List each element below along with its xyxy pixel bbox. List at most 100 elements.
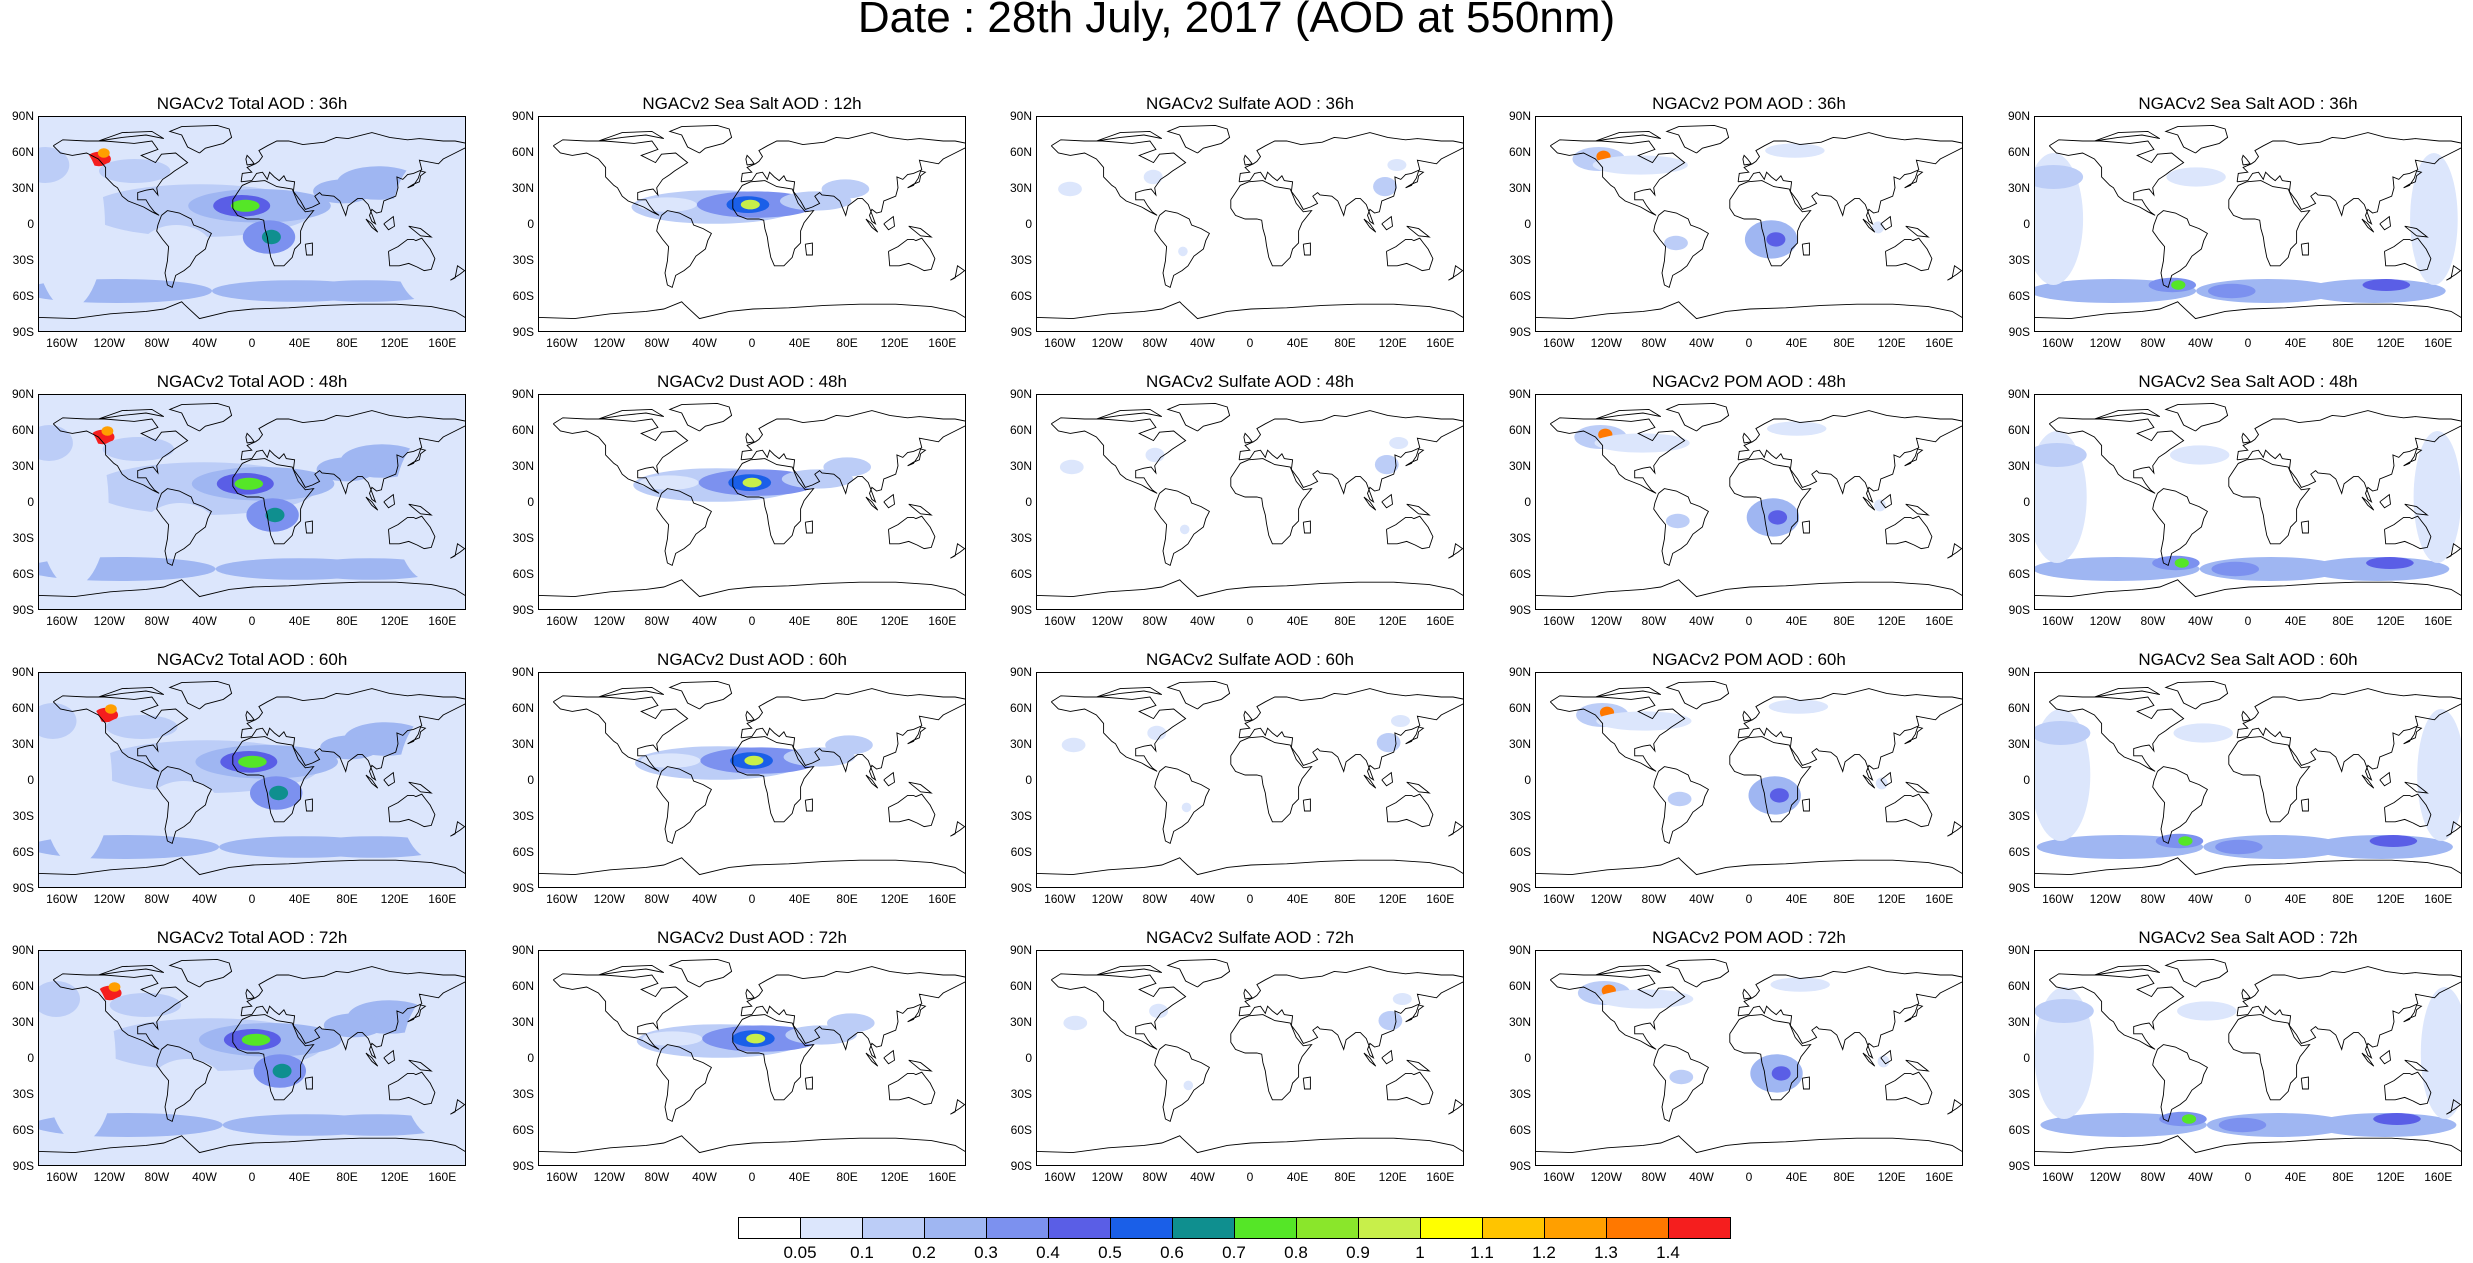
aod-plume xyxy=(99,159,171,183)
aod-plume xyxy=(2215,839,2263,855)
coastline xyxy=(2404,1059,2429,1072)
coastline xyxy=(907,726,927,745)
longitude-tick-label: 80E xyxy=(1833,614,1855,628)
aod-plume xyxy=(298,558,442,580)
longitude-tick-label: 80E xyxy=(836,614,858,628)
aod-plume xyxy=(1387,159,1407,171)
coastline xyxy=(2152,1044,2208,1123)
aod-plume xyxy=(302,836,446,858)
aod-plume xyxy=(144,503,216,551)
latitude-tick-label: 30N xyxy=(11,737,34,751)
aod-plume xyxy=(2362,279,2411,291)
map-frame xyxy=(2034,950,2462,1166)
latitude-tick-label: 60S xyxy=(2008,1123,2030,1137)
aod-plume xyxy=(1061,737,1086,753)
latitude-tick-label: 90N xyxy=(511,943,534,957)
latitude-tick-label: 60S xyxy=(12,289,34,303)
coastline xyxy=(1729,736,1812,823)
coastline xyxy=(2361,1052,2375,1067)
map-background xyxy=(539,117,965,331)
coastline xyxy=(1536,301,1962,320)
coastline xyxy=(232,458,315,545)
coastline xyxy=(1302,242,1311,256)
panel-title: NGACv2 POM AOD : 72h xyxy=(1652,928,1846,947)
coastline xyxy=(98,408,165,420)
longitude-tick-label: 0 xyxy=(248,614,256,628)
coastline xyxy=(2164,680,2229,710)
map-frame xyxy=(1036,116,1464,332)
coastline xyxy=(304,798,313,812)
longitude-tick-label: 160E xyxy=(428,1170,457,1184)
aod-map xyxy=(39,673,465,887)
aod-map xyxy=(539,395,965,609)
coastline xyxy=(2403,448,2423,467)
coastline xyxy=(2241,432,2252,444)
map-panel: NGACv2 Dust AOD : 60h 90N 60N 30N 0 30S 60S 90S… xyxy=(512,650,966,905)
latitude-tick-label: 60N xyxy=(1009,979,1032,993)
aod-plume xyxy=(101,426,114,436)
latitude-tick-label: 90N xyxy=(1009,943,1032,957)
aod-plume xyxy=(2177,1001,2237,1021)
map-frame xyxy=(38,116,466,332)
coastline xyxy=(1243,154,1254,166)
longitude-tick-label: 120E xyxy=(380,614,409,628)
coastline xyxy=(2361,218,2375,233)
coastline xyxy=(2300,520,2309,534)
coastline xyxy=(1243,988,1254,1000)
longitude-tick-label: 80W xyxy=(1641,336,1667,350)
coastline xyxy=(539,857,965,876)
longitude-tick-label: 80E xyxy=(336,892,358,906)
colorbar-label: 1.4 xyxy=(1656,1243,1680,1262)
panel-title: NGACv2 Dust AOD : 60h xyxy=(657,650,847,669)
longitude-tick-label: 120W xyxy=(1091,336,1123,350)
longitude-tick-label: 80E xyxy=(1833,336,1855,350)
latitude-tick-label: 30S xyxy=(2008,531,2030,545)
longitude-tick-label: 0 xyxy=(248,892,256,906)
coastline xyxy=(950,1099,965,1115)
aod-plume xyxy=(2366,557,2414,569)
coastline xyxy=(1381,1049,1393,1065)
coastline xyxy=(1154,210,1210,289)
longitude-tick-label: 40W xyxy=(192,1170,217,1184)
aod-plume xyxy=(1598,989,1694,1009)
longitude-tick-label: 120W xyxy=(593,336,625,350)
coastline xyxy=(1448,821,1463,837)
coastline xyxy=(1230,458,1313,545)
latitude-tick-label: 90N xyxy=(2007,387,2030,401)
longitude-tick-label: 80W xyxy=(644,614,670,628)
coastline xyxy=(668,958,733,988)
map-frame xyxy=(38,672,466,888)
coastline xyxy=(2236,688,2461,781)
colorbar-label: 0.4 xyxy=(1036,1243,1060,1262)
aod-map xyxy=(1037,117,1463,331)
longitude-tick-label: 120W xyxy=(1091,614,1123,628)
aod-map xyxy=(2035,673,2461,887)
longitude-tick-label: 40E xyxy=(1785,1170,1808,1184)
coastline xyxy=(883,493,895,509)
coastline xyxy=(1880,1049,1892,1065)
coastline xyxy=(156,1044,212,1123)
longitude-tick-label: 40E xyxy=(1785,614,1808,628)
aod-plume xyxy=(740,199,760,210)
coastline xyxy=(2228,458,2311,545)
aod-plume xyxy=(39,419,109,587)
latitude-tick-label: 90S xyxy=(12,325,34,339)
longitude-tick-label: 120E xyxy=(880,336,909,350)
coastline xyxy=(2384,793,2432,828)
coastline xyxy=(304,242,313,256)
coastline xyxy=(1230,180,1313,267)
coastline xyxy=(156,766,212,845)
coastline xyxy=(1947,821,1962,837)
coastline xyxy=(1885,793,1933,828)
latitude-tick-label: 30N xyxy=(511,459,534,473)
latitude-tick-label: 30N xyxy=(1508,181,1531,195)
coastline xyxy=(1904,448,1924,467)
coastline xyxy=(245,154,256,166)
latitude-tick-label: 90N xyxy=(11,387,34,401)
latitude-tick-label: 0 xyxy=(27,773,34,787)
map-background xyxy=(1037,673,1463,887)
latitude-tick-label: 60S xyxy=(2008,567,2030,581)
latitude-tick-label: 90S xyxy=(512,603,534,617)
coastline xyxy=(1363,1052,1377,1067)
aod-plume xyxy=(1058,181,1082,197)
